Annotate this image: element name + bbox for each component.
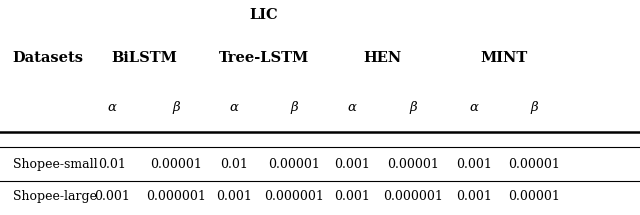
Text: 0.000001: 0.000001: [264, 190, 324, 203]
Text: 0.00001: 0.00001: [150, 158, 202, 171]
Text: α: α: [229, 101, 238, 114]
Text: β: β: [291, 101, 298, 114]
Text: 0.001: 0.001: [334, 190, 370, 203]
Text: 0.001: 0.001: [334, 158, 370, 171]
Text: β: β: [172, 101, 180, 114]
Text: α: α: [469, 101, 478, 114]
Text: LIC: LIC: [250, 8, 278, 22]
Text: α: α: [108, 101, 116, 114]
Text: 0.001: 0.001: [94, 190, 130, 203]
Text: 0.001: 0.001: [216, 190, 252, 203]
Text: 0.001: 0.001: [456, 190, 492, 203]
Text: Shopee-small: Shopee-small: [13, 158, 97, 171]
Text: 0.01: 0.01: [98, 158, 126, 171]
Text: 0.00001: 0.00001: [387, 158, 439, 171]
Text: 0.00001: 0.00001: [508, 190, 561, 203]
Text: Tree-LSTM: Tree-LSTM: [219, 51, 309, 65]
Text: 0.00001: 0.00001: [268, 158, 321, 171]
Text: Datasets: Datasets: [13, 51, 84, 65]
Text: BiLSTM: BiLSTM: [111, 51, 177, 65]
Text: β: β: [409, 101, 417, 114]
Text: HEN: HEN: [364, 51, 401, 65]
Text: 0.000001: 0.000001: [383, 190, 443, 203]
Text: β: β: [531, 101, 538, 114]
Text: 0.01: 0.01: [220, 158, 248, 171]
Text: 0.001: 0.001: [456, 158, 492, 171]
Text: 0.00001: 0.00001: [508, 158, 561, 171]
Text: MINT: MINT: [481, 51, 527, 65]
Text: Shopee-large: Shopee-large: [13, 190, 97, 203]
Text: 0.000001: 0.000001: [146, 190, 206, 203]
Text: α: α: [348, 101, 356, 114]
